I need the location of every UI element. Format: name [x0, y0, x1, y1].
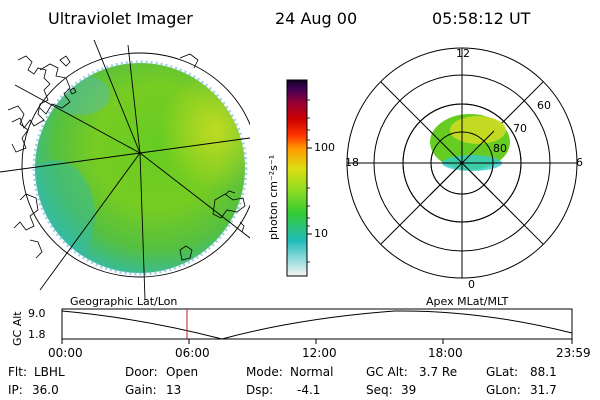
param-glat-value: 88.1 — [530, 365, 557, 379]
param-filter-value: LBHL — [34, 365, 65, 379]
coastline-outline — [7, 53, 246, 261]
altitude-tick-label: 1.8 — [28, 328, 46, 341]
param-door-value: Open — [166, 365, 199, 379]
mlt-label-dawn: 6 — [576, 156, 583, 169]
dayside-glow — [160, 70, 245, 190]
observation-time: 05:58:12 UT — [432, 9, 531, 28]
altitude-tick-label: 9.0 — [28, 307, 46, 320]
param-glon-label: GLon: — [486, 383, 521, 397]
mlat-label-70: 70 — [513, 122, 527, 135]
param-ip-value: 36.0 — [32, 383, 59, 397]
param-filter-label: Flt: — [8, 365, 27, 379]
observation-date: 24 Aug 00 — [275, 9, 358, 28]
param-glon-value: 31.7 — [530, 383, 557, 397]
param-mode-label: Mode: — [246, 365, 283, 379]
param-ip-label: IP: — [8, 383, 23, 397]
time-tick-label: 23:59 — [556, 346, 591, 360]
param-gain-label: Gain: — [125, 383, 157, 397]
geographic-image-panel — [0, 40, 250, 301]
param-dsp-label: Dsp: — [246, 383, 274, 397]
instrument-title: Ultraviolet Imager — [48, 9, 193, 28]
param-seq-value: 39 — [401, 383, 417, 397]
colorbar-tick-label: 10 — [314, 227, 328, 240]
param-mode-value: Normal — [290, 365, 334, 379]
right-panel-title: Apex MLat/MLT — [426, 295, 509, 308]
param-gcalt-value: 3.7 Re — [419, 365, 458, 379]
graticule — [0, 40, 250, 301]
mlat-label-80: 80 — [493, 142, 507, 155]
param-door-label: Door: — [125, 365, 158, 379]
time-tick-label: 18:00 — [428, 346, 463, 360]
altitude-plot — [61, 308, 573, 344]
altitude-curve — [61, 310, 573, 340]
mlt-label-midnight: 0 — [468, 278, 475, 291]
colorbar-tick-label: 100 — [314, 141, 335, 154]
mlt-label-noon: 12 — [456, 47, 470, 60]
param-glat-label: GLat: — [486, 365, 519, 379]
altitude-axis-label: GC Alt — [11, 311, 24, 346]
param-gain-value: 13 — [166, 383, 182, 397]
left-panel-title: Geographic Lat/Lon — [70, 295, 178, 308]
time-tick-label: 00:00 — [48, 346, 83, 360]
mlat-mlt-polar-plot — [346, 47, 578, 279]
mlt-label-dusk: 18 — [345, 156, 359, 169]
colorbar — [286, 79, 312, 277]
param-seq-label: Seq: — [366, 383, 393, 397]
param-dsp-value: -4.1 — [297, 383, 321, 397]
param-gcalt-label: GC Alt: — [366, 365, 408, 379]
mlat-label-60: 60 — [537, 99, 551, 112]
time-tick-label: 06:00 — [175, 346, 210, 360]
time-tick-label: 12:00 — [302, 346, 337, 360]
colorbar-unit-label: photon cm⁻²s⁻¹ — [267, 154, 280, 240]
